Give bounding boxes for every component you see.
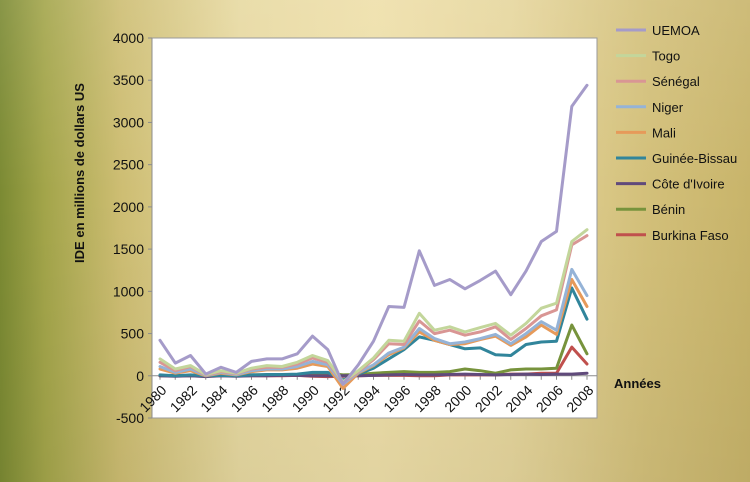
legend-label-burkina-faso: Burkina Faso <box>652 228 729 243</box>
y-tick-label: -500 <box>116 410 144 426</box>
legend-label-benin: Bénin <box>652 202 685 217</box>
y-tick-label: 0 <box>136 368 144 384</box>
plot-area <box>151 37 598 419</box>
x-axis-label: Années <box>614 376 661 391</box>
series-line-uemoa <box>158 83 589 386</box>
legend-label-mali: Mali <box>652 125 676 140</box>
legend-label-togo: Togo <box>652 49 680 64</box>
y-axis-label: IDE en millions de dollars US <box>72 83 87 263</box>
y-tick-label: 500 <box>121 326 145 342</box>
legend-label-niger: Niger <box>652 100 684 115</box>
y-tick-label: 1500 <box>113 241 144 257</box>
legend-label-uemoa: UEMOA <box>652 23 700 38</box>
y-tick-label: 4000 <box>113 30 144 46</box>
y-tick-label: 3000 <box>113 114 144 130</box>
series-line-togo <box>158 228 589 384</box>
y-tick-label: 3500 <box>113 72 144 88</box>
y-tick-label: 1000 <box>113 283 144 299</box>
y-tick-label: 2000 <box>113 199 144 215</box>
legend-label-guinee-bissau: Guinée-Bissau <box>652 151 737 166</box>
y-tick-label: 2500 <box>113 157 144 173</box>
legend-label-senegal: Sénégal <box>652 74 700 89</box>
legend-label-cote-d-ivoire: Côte d'Ivoire <box>652 177 725 192</box>
